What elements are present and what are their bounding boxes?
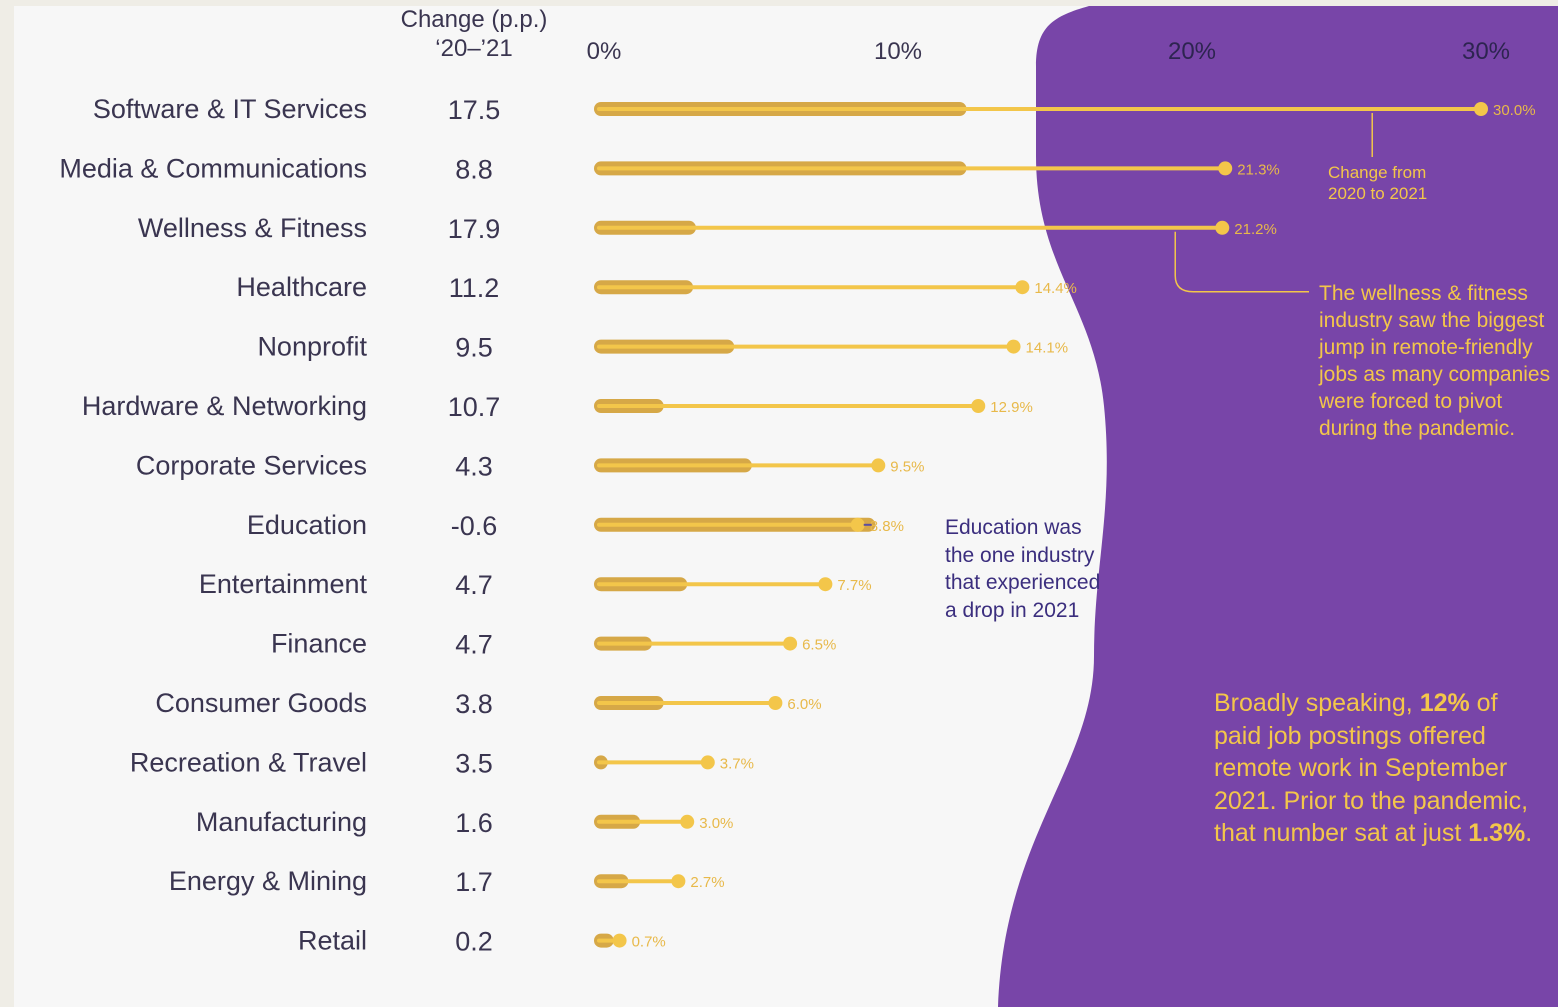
x-tick-label: 30% xyxy=(1462,38,1510,65)
change-value: 17.5 xyxy=(448,95,501,125)
chart-svg: 0% 10% 20% 30% Software & IT Services 17.5 30… xyxy=(59,6,1558,1007)
value-label: 0.7% xyxy=(632,934,666,951)
change-value: 4.7 xyxy=(455,630,493,660)
education-note-line: Education was xyxy=(945,516,1082,539)
value-label: 8.8% xyxy=(870,518,904,535)
change-header-line2: ‘20–’21 xyxy=(435,35,513,62)
summary-note: Broadly speaking, 12% of paid job postin… xyxy=(1214,687,1534,850)
category-label: Manufacturing xyxy=(196,807,367,837)
bar-2021-endpoint xyxy=(783,636,798,651)
value-label: 21.3% xyxy=(1237,161,1280,178)
bar-2021-endpoint xyxy=(850,517,865,532)
change-note-line: Change from xyxy=(1328,163,1427,182)
education-note-line: the one industry xyxy=(945,543,1095,567)
change-value: 11.2 xyxy=(449,273,500,303)
change-value: -0.6 xyxy=(451,511,498,541)
value-label: 3.0% xyxy=(699,815,733,832)
x-tick-label: 0% xyxy=(587,38,622,65)
category-label: Energy & Mining xyxy=(169,866,367,896)
change-value: 3.8 xyxy=(455,689,493,719)
wellness-note-line: were forced to pivot xyxy=(1319,390,1503,413)
category-label: Corporate Services xyxy=(136,450,367,480)
education-note-line: a drop in 2021 xyxy=(945,598,1080,622)
value-label: 14.1% xyxy=(1026,340,1069,357)
category-label: Retail xyxy=(298,926,367,956)
category-label: Consumer Goods xyxy=(155,688,367,718)
wellness-note: The wellness & fitness industry saw the … xyxy=(1319,280,1550,442)
bar-2021-endpoint xyxy=(871,458,886,473)
summary-highlight-12: 12% xyxy=(1419,689,1470,717)
category-label: Media & Communications xyxy=(59,153,367,183)
summary-text: . xyxy=(1525,819,1533,847)
purple-background-shape xyxy=(998,6,1558,1007)
value-label: 14.4% xyxy=(1034,280,1077,297)
bar-2021-endpoint xyxy=(612,933,627,948)
value-label: 7.7% xyxy=(837,577,871,594)
change-value: 4.7 xyxy=(455,570,493,600)
value-label: 2.7% xyxy=(690,874,724,891)
wellness-note-line: jump in remote-friendly xyxy=(1319,336,1533,359)
category-label: Wellness & Fitness xyxy=(138,213,367,243)
bar-2021-endpoint xyxy=(818,577,833,592)
change-column-header: Change (p.p.) ‘20–’21 xyxy=(364,6,584,63)
x-tick-label: 20% xyxy=(1168,38,1216,65)
wellness-note-line: The wellness & fitness xyxy=(1319,282,1528,305)
category-label: Recreation & Travel xyxy=(130,747,367,777)
category-label: Entertainment xyxy=(199,569,368,599)
infographic: 0% 10% 20% 30% Software & IT Services 17.5 30… xyxy=(14,6,1558,1007)
wellness-note-connector xyxy=(1174,231,1309,293)
summary-text: Broadly speaking, xyxy=(1214,689,1420,717)
bar-2021-endpoint xyxy=(700,755,715,770)
education-note: Education was the one industry that expe… xyxy=(945,514,1100,624)
summary-text: of paid job postings offered remote work… xyxy=(1214,689,1529,847)
change-header-line1: Change (p.p.) xyxy=(400,6,548,33)
category-label: Nonprofit xyxy=(257,332,367,362)
change-value: 1.7 xyxy=(455,867,493,897)
change-value: 9.5 xyxy=(455,333,493,363)
education-note-line: that experienced xyxy=(945,571,1101,594)
bar-2021-endpoint xyxy=(1015,280,1030,295)
category-label: Education xyxy=(247,510,367,540)
bar-2021-endpoint xyxy=(768,696,783,710)
value-label: 12.9% xyxy=(990,399,1033,416)
change-value: 4.3 xyxy=(455,451,493,481)
bar-2021-endpoint xyxy=(680,814,695,829)
change-note-line: 2020 to 2021 xyxy=(1328,184,1428,203)
change-value: 8.8 xyxy=(455,154,493,184)
change-value: 1.6 xyxy=(455,808,493,838)
value-label: 6.0% xyxy=(787,696,821,713)
bar-2021-endpoint xyxy=(671,874,686,889)
x-tick-label: 10% xyxy=(874,38,922,65)
change-value: 3.5 xyxy=(455,748,493,778)
category-label: Hardware & Networking xyxy=(82,391,367,421)
wellness-note-line: during the pandemic. xyxy=(1319,417,1516,440)
wellness-note-line: industry saw the biggest xyxy=(1319,309,1545,332)
value-label: 30.0% xyxy=(1493,102,1536,119)
change-value: 10.7 xyxy=(448,392,501,422)
category-label: Finance xyxy=(271,629,367,659)
value-label: 21.2% xyxy=(1234,221,1277,238)
bar-2021-endpoint xyxy=(971,399,986,413)
category-label: Software & IT Services xyxy=(93,94,367,124)
wellness-note-line: jobs as many companies xyxy=(1319,363,1551,386)
value-label: 9.5% xyxy=(890,458,924,475)
value-label: 6.5% xyxy=(802,637,836,654)
category-label: Healthcare xyxy=(236,272,367,302)
bar-2021-endpoint xyxy=(1474,102,1488,116)
change-from-note: Change from 2020 to 2021 xyxy=(1328,162,1427,204)
value-label: 3.7% xyxy=(720,755,754,772)
change-value: 0.2 xyxy=(455,927,493,957)
bar-2021-endpoint xyxy=(1215,220,1230,235)
change-value: 17.9 xyxy=(448,214,501,244)
bar-2021-endpoint xyxy=(1006,339,1021,354)
summary-highlight-13: 1.3% xyxy=(1468,819,1526,847)
bar-2021-endpoint xyxy=(1218,161,1233,176)
